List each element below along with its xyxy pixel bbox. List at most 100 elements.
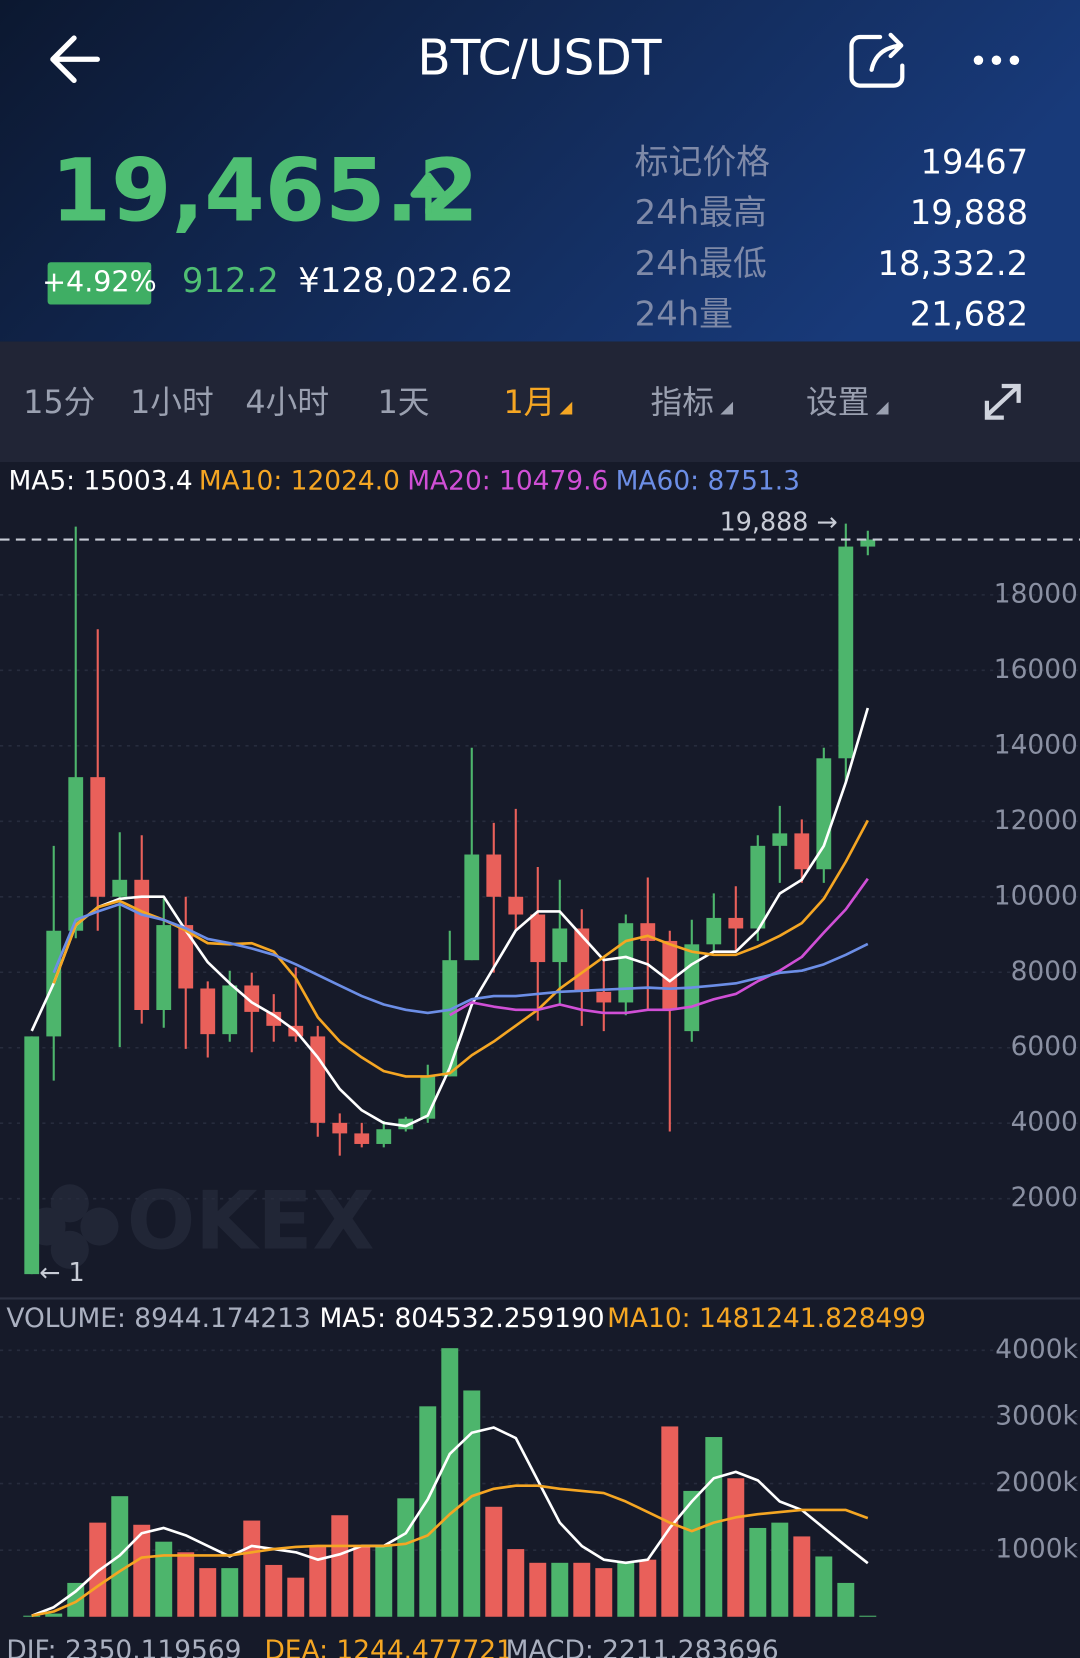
share-arrow[interactable] xyxy=(869,32,904,72)
candle-body xyxy=(552,928,568,963)
timeframe-tab[interactable]: 指标 xyxy=(651,385,714,421)
timeframe-tab[interactable]: 设置 xyxy=(806,385,869,421)
y-tick-label: 12000 xyxy=(994,805,1078,836)
volume-bar xyxy=(155,1541,173,1617)
volume-tick-label: 1000k xyxy=(995,1534,1078,1565)
volume-bar xyxy=(639,1559,657,1617)
stat-value: 21,682 xyxy=(910,295,1028,334)
volume-bar xyxy=(859,1615,877,1617)
volume-legend: VOLUME: 8944.174213 xyxy=(6,1303,311,1334)
volume-ma-legend: MA10: 1481241.828499 xyxy=(607,1303,926,1334)
volume-bar xyxy=(221,1568,239,1617)
candle-body xyxy=(596,991,612,1003)
volume-bar xyxy=(749,1527,767,1617)
candle-body xyxy=(398,1118,414,1130)
low-marker: ← 1 xyxy=(39,1257,84,1287)
volume-bar xyxy=(243,1520,261,1617)
change-amount: 912.2 xyxy=(182,261,279,300)
volume-bar xyxy=(419,1406,437,1617)
volume-tick-label: 3000k xyxy=(995,1400,1078,1431)
last-price: 19,465.2 xyxy=(51,142,479,242)
volume-tick-label: 4000k xyxy=(995,1334,1078,1365)
volume-bar xyxy=(573,1562,591,1617)
volume-bar xyxy=(507,1549,525,1617)
candle-body xyxy=(442,960,458,1077)
candle-body xyxy=(508,896,524,915)
candle-body xyxy=(376,1129,392,1144)
tab-bar xyxy=(0,341,1080,463)
volume-bar xyxy=(331,1515,349,1617)
dot[interactable] xyxy=(1009,55,1020,66)
watermark-logo xyxy=(80,1207,119,1246)
ma-line xyxy=(30,707,870,1128)
candle-body xyxy=(90,777,106,897)
candle-body xyxy=(178,925,194,989)
volume-bar xyxy=(45,1613,63,1617)
candle-body xyxy=(310,1036,326,1123)
dot[interactable] xyxy=(991,55,1002,66)
candle-body xyxy=(156,925,172,1010)
volume-bar xyxy=(485,1506,503,1617)
candle-body xyxy=(574,928,590,992)
volume-bar xyxy=(705,1437,723,1617)
volume-bar xyxy=(23,1615,41,1617)
ma-line xyxy=(449,877,869,1017)
header-background xyxy=(0,0,1080,342)
more-button[interactable] xyxy=(973,55,1020,66)
back-button[interactable] xyxy=(50,35,100,84)
ma-legend: MA60: 8751.3 xyxy=(616,466,800,497)
stat-label: 24h最低 xyxy=(635,244,767,283)
macd-legend: DIF: 2350.119569 xyxy=(6,1635,241,1658)
candle-body xyxy=(816,758,832,870)
volume-bar xyxy=(793,1536,811,1617)
macd-legend: DEA: 1244.477721 xyxy=(264,1635,513,1658)
share-frame[interactable] xyxy=(849,34,905,88)
volume-bar xyxy=(353,1545,371,1617)
volume-ma-line xyxy=(31,1484,869,1617)
timeframe-tab[interactable]: 4小时 xyxy=(245,385,329,421)
change-percent: +4.92% xyxy=(42,264,157,298)
candle-body xyxy=(134,879,150,1010)
volume-bar xyxy=(617,1562,635,1617)
plot: 2000 4000 6000 8000 10000 12000 14000 16000 1800… xyxy=(0,466,1080,1658)
chart-background xyxy=(0,462,1080,1658)
cny-price: ¥128,022.62 xyxy=(298,261,513,300)
timeframe-tab[interactable]: 1月 xyxy=(504,385,556,421)
volume-bar xyxy=(529,1562,547,1617)
watermark-text: OKEX xyxy=(127,1174,374,1268)
watermark-logo xyxy=(50,1184,89,1223)
candle-body xyxy=(794,833,810,870)
volume-bar xyxy=(133,1524,151,1617)
stat-value: 19,888 xyxy=(910,193,1028,232)
watermark: OKEX xyxy=(27,1174,374,1269)
volume-bar xyxy=(727,1478,745,1617)
timeframe-tab[interactable]: 1小时 xyxy=(130,385,214,421)
candle-body xyxy=(486,854,502,897)
volume-bar xyxy=(309,1546,327,1617)
y-tick-label: 2000 xyxy=(1011,1182,1078,1213)
dot[interactable] xyxy=(973,55,984,66)
volume-bar xyxy=(375,1545,393,1617)
candle-body xyxy=(266,1011,282,1026)
page-title: BTC/USDT xyxy=(417,30,661,86)
change-badge xyxy=(47,262,152,305)
stat-value: 19467 xyxy=(921,142,1029,181)
share-button[interactable] xyxy=(849,32,905,88)
fullscreen-button[interactable] xyxy=(984,383,1021,420)
volume-bar xyxy=(771,1522,789,1617)
candle-body xyxy=(838,546,854,759)
volume-bar xyxy=(199,1568,217,1617)
y-tick-label: 18000 xyxy=(994,578,1078,609)
y-tick-label: 8000 xyxy=(1011,956,1078,987)
timeframe-tab[interactable]: 1天 xyxy=(378,385,430,421)
candle-body xyxy=(420,1076,436,1119)
volume-ma-line xyxy=(31,1426,869,1617)
volume-ma-legend: MA5: 804532.259190 xyxy=(319,1303,604,1334)
stat-value: 18,332.2 xyxy=(877,244,1028,283)
volume-bar xyxy=(397,1498,415,1617)
timeframe-tab[interactable]: 15分 xyxy=(23,385,95,421)
candle-body xyxy=(860,539,876,547)
volume-bar xyxy=(815,1556,833,1617)
